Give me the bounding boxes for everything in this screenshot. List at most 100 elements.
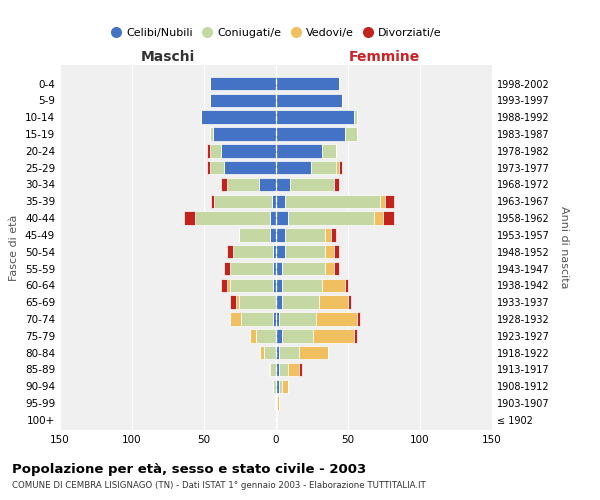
Bar [276, 194, 284, 208]
Bar [210, 161, 224, 174]
Bar [284, 228, 325, 241]
Bar [276, 228, 284, 241]
Bar [221, 144, 276, 158]
Bar [277, 396, 279, 410]
Bar [316, 312, 356, 326]
Bar [224, 262, 230, 276]
Y-axis label: Fasce di età: Fasce di età [10, 214, 19, 280]
Bar [325, 228, 331, 241]
Text: Maschi: Maschi [141, 50, 195, 64]
Bar [276, 178, 290, 191]
Bar [210, 144, 221, 158]
Bar [348, 296, 351, 309]
Bar [273, 278, 276, 292]
Legend: Celibi/Nubili, Coniugati/e, Vedovi/e, Divorziati/e: Celibi/Nubili, Coniugati/e, Vedovi/e, Di… [106, 23, 446, 43]
Bar [273, 380, 276, 393]
Bar [284, 245, 325, 258]
Bar [260, 346, 265, 360]
Bar [273, 262, 276, 276]
Bar [276, 296, 282, 309]
Y-axis label: Anni di nascita: Anni di nascita [559, 206, 569, 289]
Bar [334, 262, 340, 276]
Bar [265, 346, 276, 360]
Text: COMUNE DI CEMBRA LISIGNAGO (TN) - Dati ISTAT 1° gennaio 2003 - Elaborazione TUTT: COMUNE DI CEMBRA LISIGNAGO (TN) - Dati I… [12, 481, 426, 490]
Bar [279, 362, 287, 376]
Bar [184, 212, 196, 225]
Bar [227, 245, 233, 258]
Bar [227, 278, 230, 292]
Bar [374, 212, 383, 225]
Bar [276, 362, 279, 376]
Bar [282, 278, 322, 292]
Bar [276, 127, 345, 140]
Bar [354, 110, 356, 124]
Bar [233, 245, 273, 258]
Bar [276, 396, 277, 410]
Bar [230, 278, 273, 292]
Bar [325, 245, 334, 258]
Bar [279, 380, 282, 393]
Bar [212, 127, 276, 140]
Bar [230, 296, 236, 309]
Bar [269, 362, 270, 376]
Bar [239, 228, 270, 241]
Bar [319, 296, 348, 309]
Bar [385, 194, 394, 208]
Bar [383, 212, 394, 225]
Bar [214, 194, 272, 208]
Text: Femmine: Femmine [349, 50, 419, 64]
Bar [196, 212, 270, 225]
Bar [276, 110, 354, 124]
Bar [259, 178, 276, 191]
Bar [221, 178, 227, 191]
Bar [272, 194, 276, 208]
Bar [276, 329, 282, 342]
Bar [276, 380, 279, 393]
Bar [325, 262, 334, 276]
Bar [340, 161, 342, 174]
Bar [270, 362, 276, 376]
Bar [290, 178, 334, 191]
Bar [276, 278, 282, 292]
Bar [322, 144, 337, 158]
Bar [236, 296, 239, 309]
Bar [276, 262, 282, 276]
Bar [250, 329, 256, 342]
Bar [276, 94, 342, 107]
Bar [276, 77, 340, 90]
Bar [230, 262, 273, 276]
Bar [313, 329, 354, 342]
Bar [322, 278, 345, 292]
Bar [356, 312, 359, 326]
Bar [224, 161, 276, 174]
Bar [210, 127, 212, 140]
Bar [299, 346, 328, 360]
Bar [270, 212, 276, 225]
Bar [284, 194, 380, 208]
Bar [354, 329, 356, 342]
Bar [207, 161, 210, 174]
Bar [256, 329, 276, 342]
Bar [210, 94, 276, 107]
Bar [345, 278, 348, 292]
Bar [334, 178, 340, 191]
Bar [276, 161, 311, 174]
Bar [279, 346, 299, 360]
Bar [380, 194, 385, 208]
Bar [287, 362, 299, 376]
Bar [276, 212, 287, 225]
Bar [279, 312, 316, 326]
Bar [337, 161, 340, 174]
Bar [276, 312, 279, 326]
Bar [276, 413, 277, 426]
Bar [270, 228, 276, 241]
Bar [276, 245, 284, 258]
Bar [201, 110, 276, 124]
Bar [334, 245, 340, 258]
Bar [331, 228, 337, 241]
Bar [207, 144, 210, 158]
Bar [311, 161, 337, 174]
Bar [282, 262, 325, 276]
Text: Popolazione per età, sesso e stato civile - 2003: Popolazione per età, sesso e stato civil… [12, 462, 366, 475]
Bar [276, 144, 322, 158]
